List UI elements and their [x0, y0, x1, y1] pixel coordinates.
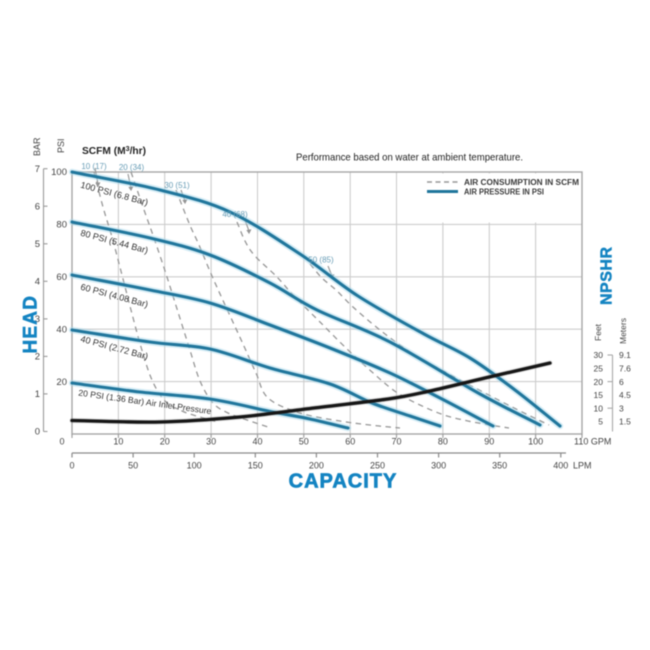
svg-text:15: 15 [594, 390, 604, 400]
svg-text:40 (68): 40 (68) [222, 210, 248, 219]
svg-text:Meters: Meters [618, 318, 628, 344]
svg-text:30: 30 [594, 350, 604, 360]
svg-text:10 (17): 10 (17) [81, 162, 107, 171]
svg-text:Performance based on water at: Performance based on water at ambient te… [296, 152, 523, 164]
svg-text:200: 200 [309, 461, 324, 471]
svg-text:3: 3 [35, 314, 40, 325]
svg-text:80: 80 [438, 437, 448, 447]
svg-text:3: 3 [619, 403, 624, 413]
svg-text:150: 150 [248, 461, 263, 471]
svg-text:110 GPM: 110 GPM [574, 437, 611, 447]
svg-text:350: 350 [492, 461, 507, 471]
svg-text:400: 400 [553, 461, 568, 471]
svg-text:7: 7 [35, 164, 40, 175]
svg-text:4.5: 4.5 [619, 390, 631, 400]
svg-text:50: 50 [299, 437, 309, 447]
svg-text:4: 4 [35, 277, 40, 288]
svg-text:0: 0 [35, 427, 40, 438]
svg-text:40: 40 [252, 437, 262, 447]
svg-text:HEAD: HEAD [21, 295, 42, 354]
svg-text:100: 100 [528, 437, 543, 447]
svg-text:6: 6 [619, 377, 624, 387]
svg-text:20: 20 [160, 437, 170, 447]
svg-text:SCFM (M3/hr): SCFM (M3/hr) [82, 144, 146, 157]
svg-text:0: 0 [59, 437, 64, 447]
svg-text:9.1: 9.1 [619, 350, 631, 360]
svg-text:CAPACITY: CAPACITY [289, 471, 398, 493]
svg-text:300: 300 [431, 461, 446, 471]
svg-text:1.5: 1.5 [619, 417, 631, 427]
svg-text:0: 0 [69, 461, 74, 471]
svg-text:7.6: 7.6 [619, 364, 631, 374]
svg-text:Feet: Feet [593, 323, 603, 341]
svg-text:2: 2 [35, 352, 40, 363]
svg-text:AIR CONSUMPTION IN SCFM: AIR CONSUMPTION IN SCFM [464, 178, 579, 187]
svg-text:LPM: LPM [573, 461, 592, 471]
svg-text:50: 50 [128, 461, 138, 471]
svg-text:20: 20 [594, 377, 604, 387]
svg-text:5: 5 [598, 417, 603, 427]
svg-text:NPSHR: NPSHR [599, 246, 616, 305]
svg-text:80: 80 [56, 220, 67, 231]
svg-text:5: 5 [35, 239, 40, 250]
svg-text:20 (34): 20 (34) [119, 163, 145, 172]
svg-text:250: 250 [370, 461, 385, 471]
svg-text:6: 6 [35, 201, 40, 212]
svg-text:100: 100 [187, 461, 202, 471]
svg-text:60: 60 [345, 437, 355, 447]
svg-text:1: 1 [35, 389, 40, 400]
svg-text:10: 10 [594, 403, 604, 413]
svg-text:30 (51): 30 (51) [164, 181, 190, 190]
svg-text:20: 20 [56, 377, 67, 388]
svg-text:50 (85): 50 (85) [308, 256, 334, 265]
svg-text:30: 30 [206, 437, 216, 447]
svg-text:60: 60 [56, 272, 67, 283]
svg-text:25: 25 [594, 364, 604, 374]
svg-text:100: 100 [51, 167, 67, 178]
svg-text:40: 40 [56, 324, 67, 335]
svg-text:BAR: BAR [32, 137, 42, 156]
svg-text:AIR PRESSURE IN PSI: AIR PRESSURE IN PSI [464, 187, 544, 196]
svg-text:70: 70 [391, 437, 401, 447]
svg-text:PSI: PSI [56, 138, 66, 153]
svg-text:90: 90 [484, 437, 494, 447]
svg-text:10: 10 [113, 437, 123, 447]
